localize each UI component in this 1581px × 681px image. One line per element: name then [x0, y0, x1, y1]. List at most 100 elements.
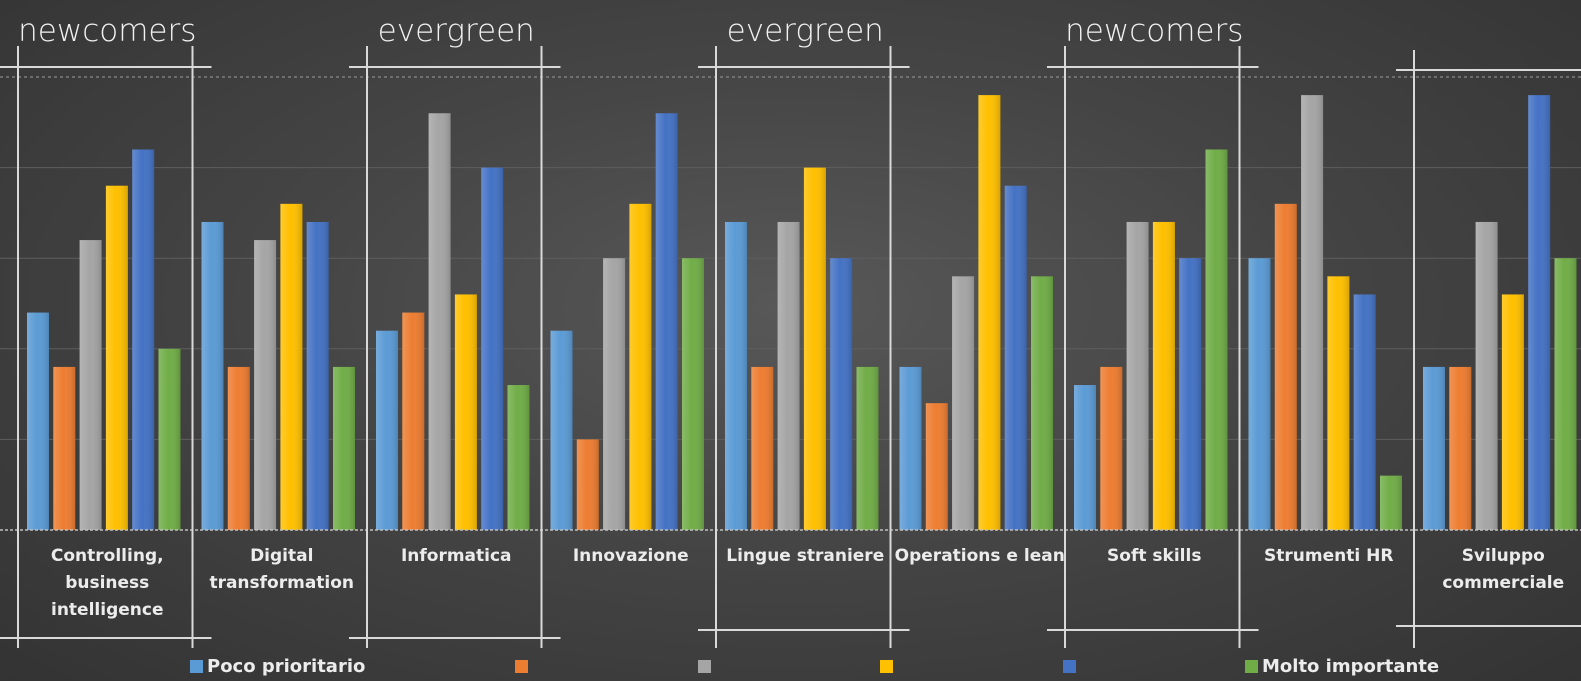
bar	[79, 240, 102, 530]
bar-shade	[1301, 95, 1324, 531]
bar	[1248, 258, 1271, 530]
bar-shade	[105, 185, 128, 530]
bar-shade	[1100, 366, 1123, 530]
bar-shade	[603, 258, 626, 530]
bar	[603, 258, 626, 530]
bar-shade	[925, 403, 948, 530]
bar	[803, 167, 826, 530]
category-label: Operations e lean	[895, 546, 1065, 566]
bar	[1554, 258, 1577, 530]
bar-shade	[227, 366, 250, 530]
category-label-line: Soft skills	[1107, 546, 1201, 566]
bar-shade	[899, 366, 922, 530]
bar-shade	[1449, 366, 1472, 530]
bar-shade	[751, 366, 774, 530]
bar-shade	[1074, 385, 1096, 530]
bar	[899, 366, 922, 530]
bar	[227, 366, 250, 530]
category-label: Sviluppo commerciale	[1442, 546, 1564, 593]
legend-item	[880, 660, 893, 673]
bar-shade	[132, 149, 155, 531]
bar	[254, 240, 277, 530]
bar-shade	[201, 221, 224, 530]
bar-shade	[507, 385, 530, 530]
bar-shade	[655, 113, 678, 531]
bar	[1449, 366, 1472, 530]
bar	[507, 385, 530, 530]
bar-shade	[978, 95, 1001, 531]
bar-shade	[1274, 203, 1297, 530]
bar	[428, 113, 451, 531]
bar-shade	[725, 221, 747, 530]
highlight-bracket: newcomers	[0, 13, 212, 648]
category-label-line: Informatica	[401, 546, 512, 566]
bar	[629, 203, 652, 530]
category-label: Controlling, business intelligence	[51, 546, 164, 620]
bar	[777, 221, 800, 530]
legend-item	[515, 660, 528, 673]
bar-shade	[1380, 475, 1402, 530]
bar-shade	[1179, 258, 1202, 530]
bar	[682, 258, 704, 530]
bar	[1475, 221, 1498, 530]
bar-shade	[1327, 276, 1350, 530]
legend-item	[698, 660, 711, 673]
bar	[158, 348, 181, 530]
category-label: Soft skills	[1107, 546, 1201, 566]
annotation-label: evergreen	[378, 13, 535, 49]
legend-swatch	[1245, 660, 1258, 673]
bar-shade	[254, 240, 277, 530]
bar	[978, 95, 1001, 531]
bar	[725, 221, 747, 530]
bar	[1100, 366, 1123, 530]
bar	[454, 294, 477, 530]
bar-shade	[333, 366, 355, 530]
bar-shade	[79, 240, 102, 530]
bar	[201, 221, 224, 530]
bar-shade	[1152, 221, 1175, 530]
bar	[856, 366, 879, 530]
bar	[925, 403, 948, 530]
legend-item: Molto importante	[1245, 656, 1439, 677]
bar	[655, 113, 678, 531]
category-label-line: Sviluppo	[1462, 546, 1545, 566]
bar	[1179, 258, 1202, 530]
bar-shade	[158, 348, 181, 530]
highlight-brackets: newcomers evergreen evergreen newcomers	[0, 13, 1581, 648]
bar-shade	[952, 276, 975, 530]
bar	[481, 167, 504, 530]
bar-shade	[454, 294, 477, 530]
bar-shade	[682, 258, 704, 530]
legend-item	[1063, 660, 1076, 673]
bar	[333, 366, 355, 530]
bar	[1528, 95, 1551, 531]
category-labels: Controlling, business intelligence Digital t…	[51, 546, 1564, 620]
bar-shade	[428, 113, 451, 531]
bar-shade	[27, 312, 49, 530]
bar-shade	[777, 221, 800, 530]
bar-shade	[629, 203, 652, 530]
annotation-label: newcomers	[18, 13, 196, 49]
bar	[27, 312, 49, 530]
bar	[1274, 203, 1297, 530]
bar	[105, 185, 128, 530]
bar-shade	[1248, 258, 1271, 530]
bars	[27, 95, 1577, 531]
highlight-bracket-partial	[1396, 50, 1581, 648]
category-label-line: Operations e lean	[895, 546, 1065, 566]
bar	[1380, 475, 1402, 530]
bar	[1353, 294, 1376, 530]
bar-shade	[1205, 149, 1228, 531]
category-label: Lingue straniere	[726, 546, 884, 566]
category-label-line: transformation	[209, 573, 354, 593]
legend-label: Poco prioritario	[207, 656, 365, 677]
bar-shade	[1004, 185, 1027, 530]
bar-shade	[550, 330, 573, 530]
highlight-bracket: newcomers	[1047, 13, 1259, 648]
bar	[402, 312, 425, 530]
bar	[1152, 221, 1175, 530]
bar	[751, 366, 774, 530]
category-label-line: Innovazione	[573, 546, 689, 566]
bar	[1327, 276, 1350, 530]
